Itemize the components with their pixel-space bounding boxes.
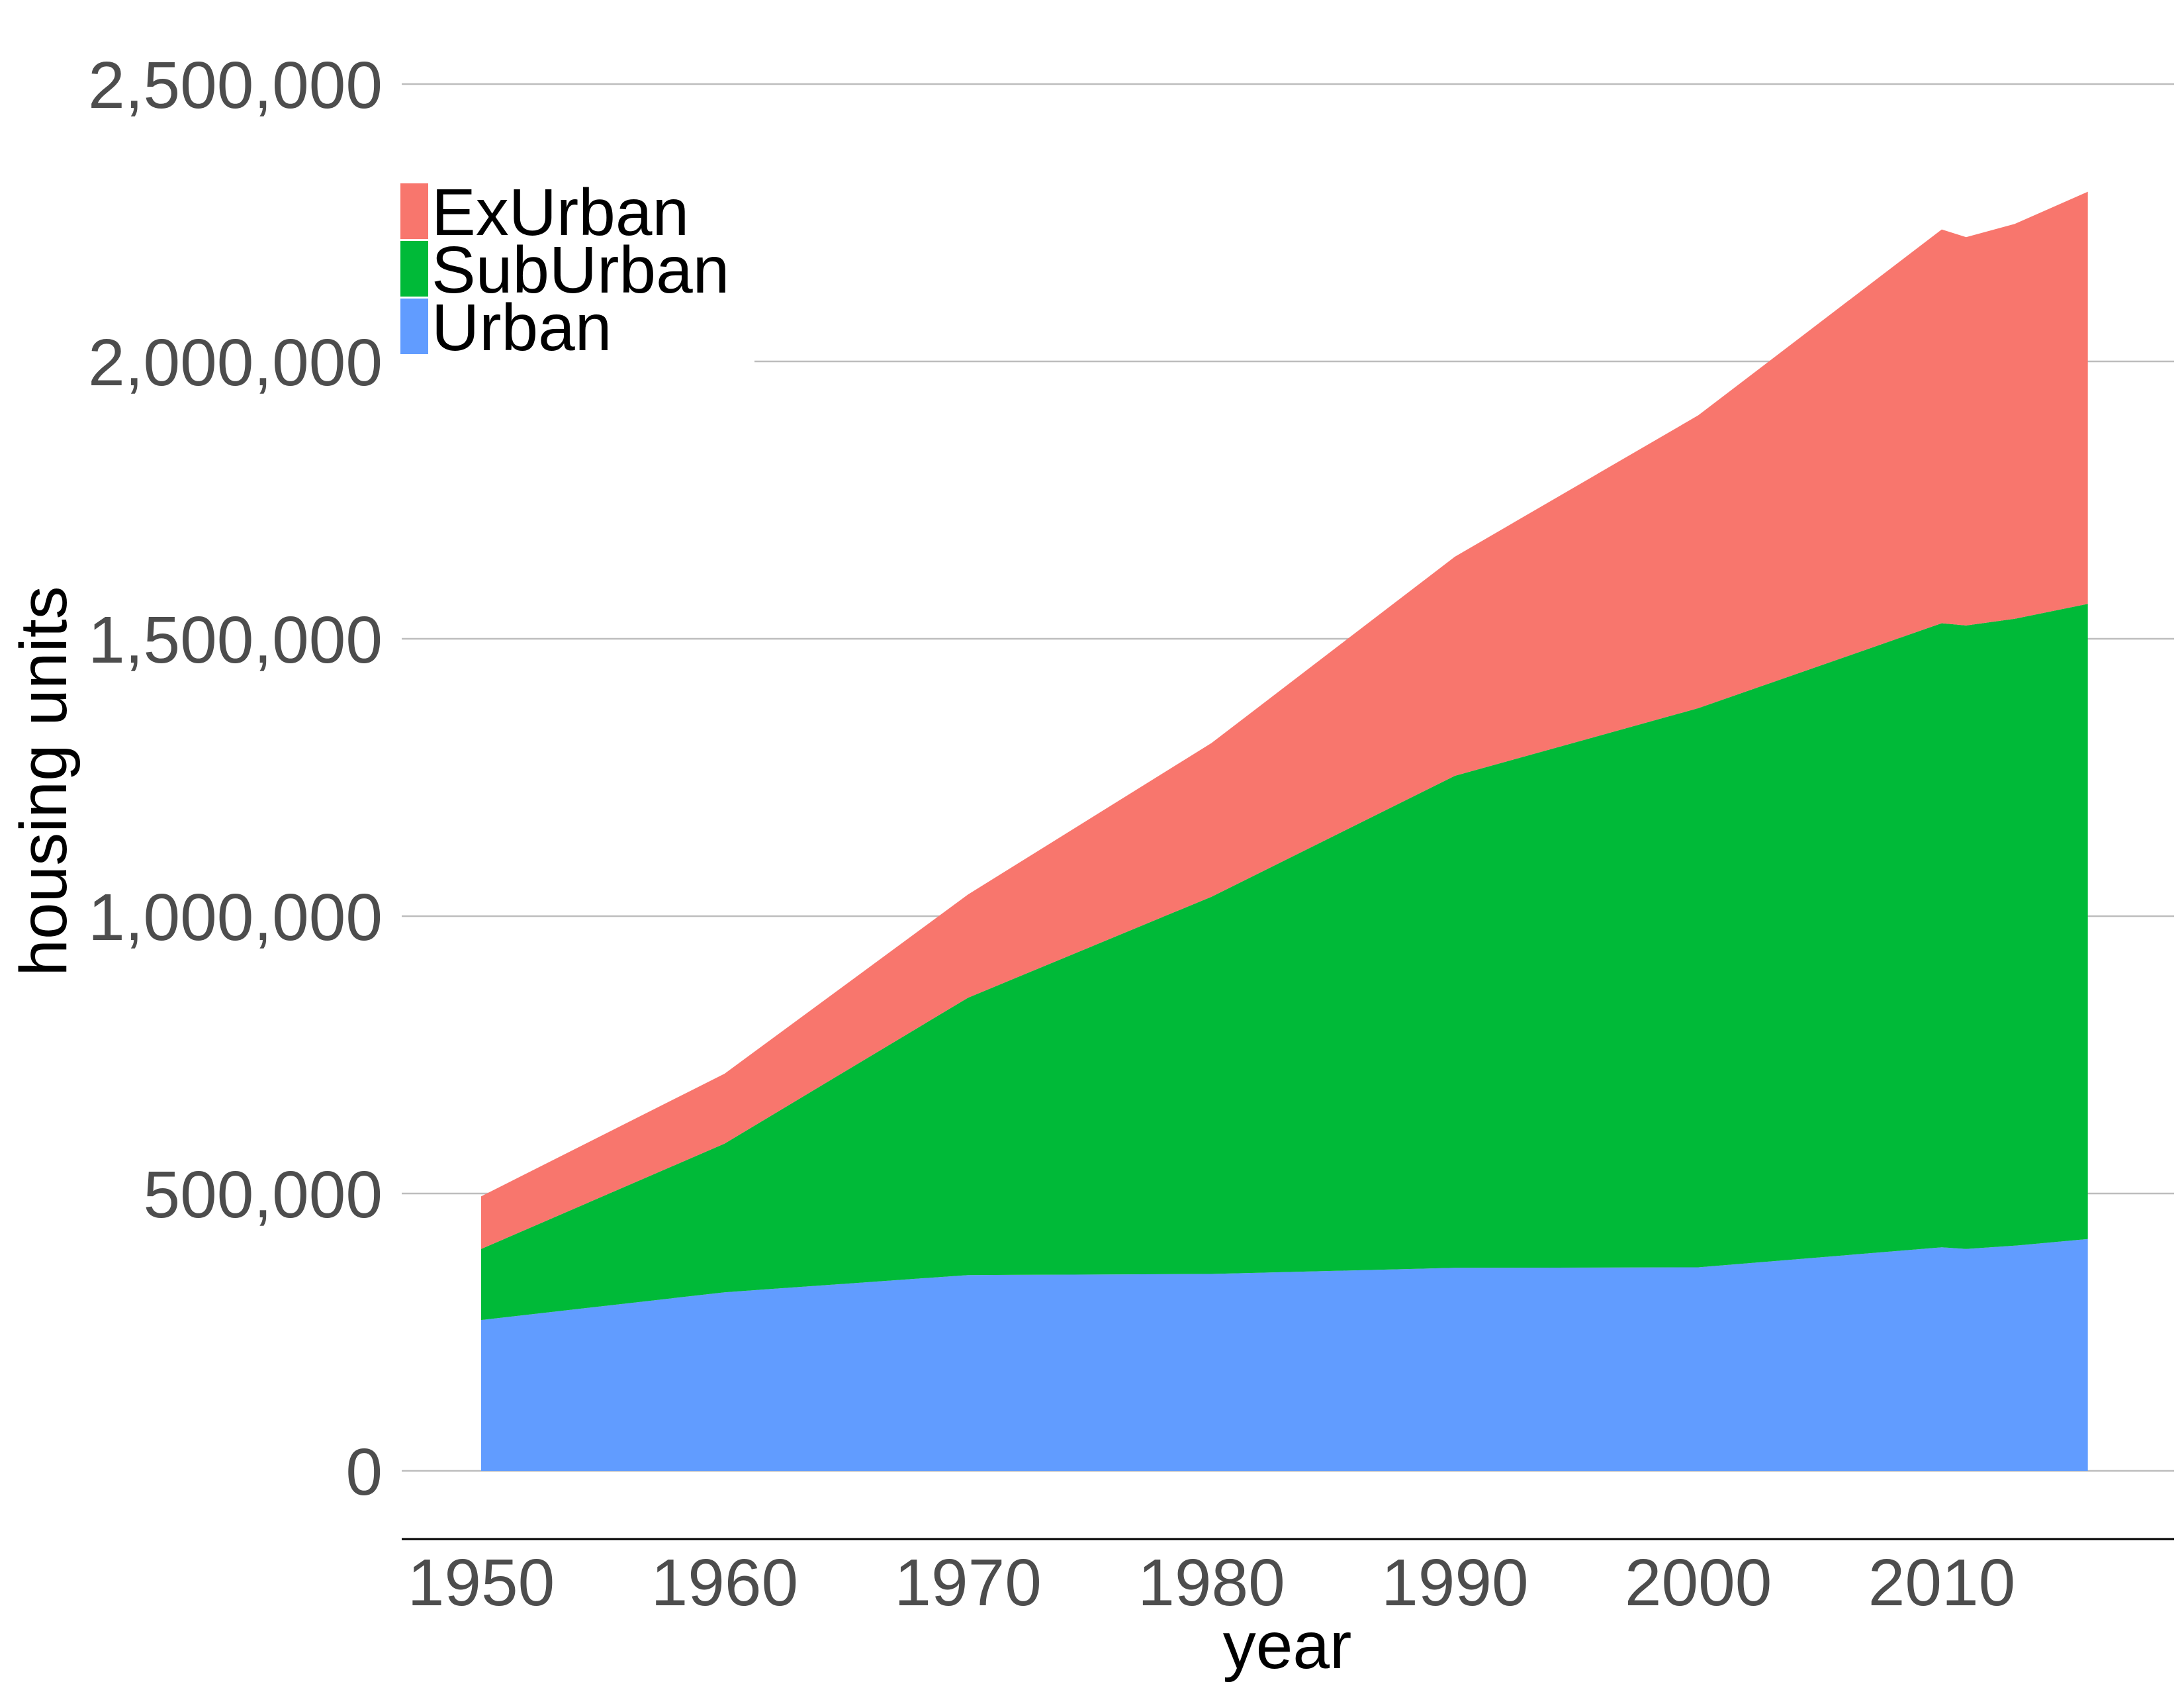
y-tick-label: 500,000 [144, 1158, 383, 1232]
y-tick-label: 1,500,000 [88, 603, 383, 677]
legend-label: Urban [432, 291, 612, 365]
y-tick-label: 2,000,000 [88, 326, 383, 400]
y-axis-ticks: 0 500,000 1,000,000 1,500,000 2,000,000 2,500… [88, 48, 383, 1509]
x-tick-label: 2010 [1868, 1546, 2015, 1620]
area-urban [481, 1239, 2088, 1471]
x-tick-label: 2000 [1625, 1546, 1772, 1620]
y-axis-title: housing units [7, 586, 81, 976]
x-tick-label: 1970 [894, 1546, 1041, 1620]
legend-swatch [400, 241, 428, 297]
y-tick-label: 0 [345, 1435, 383, 1509]
area-suburban [481, 604, 2088, 1321]
legend-label: SubUrban [432, 233, 729, 307]
legend-swatch [400, 183, 428, 239]
x-axis-title: year [1223, 1609, 1352, 1683]
area-exurban [481, 191, 2088, 1249]
x-tick-label: 1980 [1138, 1546, 1285, 1620]
x-tick-label: 1990 [1381, 1546, 1528, 1620]
y-tick-label: 2,500,000 [88, 48, 383, 122]
legend-label: ExUrban [432, 175, 689, 250]
area-series [481, 191, 2088, 1471]
y-tick-label: 1,000,000 [88, 880, 383, 955]
x-axis-ticks: 1950 1960 1970 1980 1990 2000 2010 [408, 1546, 2015, 1620]
x-tick-label: 1950 [408, 1546, 555, 1620]
legend-swatch [400, 299, 428, 354]
x-tick-label: 1960 [651, 1546, 798, 1620]
